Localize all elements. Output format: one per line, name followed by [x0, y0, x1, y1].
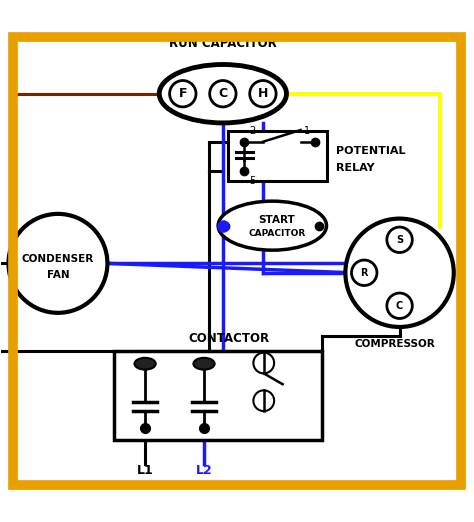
Bar: [115, 351, 322, 440]
Ellipse shape: [159, 65, 286, 123]
Circle shape: [9, 214, 108, 313]
Text: START: START: [259, 215, 295, 225]
Text: RUN CAPACITOR: RUN CAPACITOR: [169, 38, 277, 50]
Text: 2: 2: [249, 126, 255, 136]
Ellipse shape: [135, 358, 156, 370]
Text: C: C: [219, 87, 228, 100]
Circle shape: [210, 80, 236, 107]
Text: CONDENSER: CONDENSER: [22, 254, 94, 264]
Text: FAN: FAN: [46, 270, 69, 280]
Text: R: R: [361, 268, 368, 278]
Text: CAPACITOR: CAPACITOR: [248, 229, 306, 238]
Circle shape: [170, 80, 196, 107]
Circle shape: [254, 390, 274, 411]
Text: RELAY: RELAY: [336, 163, 374, 173]
Circle shape: [387, 227, 412, 253]
Text: H: H: [258, 87, 268, 100]
Text: CONTACTOR: CONTACTOR: [188, 332, 269, 345]
Text: L1: L1: [137, 464, 154, 477]
Text: S: S: [396, 235, 403, 245]
Circle shape: [346, 219, 454, 327]
Ellipse shape: [218, 201, 327, 250]
Text: 1: 1: [304, 126, 310, 136]
Text: 5: 5: [249, 176, 255, 186]
Text: C: C: [396, 301, 403, 311]
Ellipse shape: [193, 358, 215, 370]
Circle shape: [352, 260, 377, 286]
Circle shape: [250, 80, 276, 107]
Text: F: F: [179, 87, 187, 100]
Circle shape: [387, 293, 412, 318]
Text: L2: L2: [196, 464, 212, 477]
Text: POTENTIAL: POTENTIAL: [336, 147, 405, 157]
Text: COMPRESSOR: COMPRESSOR: [355, 339, 435, 349]
Bar: [228, 132, 327, 181]
Circle shape: [254, 353, 274, 373]
